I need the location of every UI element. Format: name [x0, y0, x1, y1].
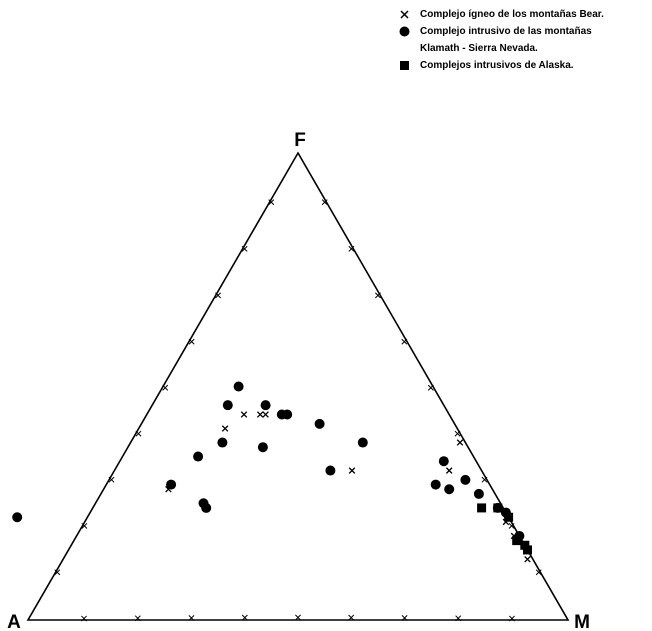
vertex-label-f: F [294, 130, 306, 151]
point-alaska-2 [504, 512, 514, 522]
data-points [12, 381, 532, 563]
legend-item-alaska: Complejos intrusivos de Alaska. [388, 57, 650, 74]
legend-label-klamath: Complejo intrusivo de las montañas Klama… [420, 26, 592, 54]
point-bear-3 [256, 411, 264, 418]
legend-label-alaska: Complejos intrusivos de Alaska. [420, 60, 574, 71]
tick-right-4 [401, 338, 408, 345]
tick-left-8 [241, 245, 248, 252]
tick-right-3 [374, 292, 381, 299]
square-marker-icon [388, 57, 420, 74]
tick-right-1 [321, 199, 328, 206]
tick-bottom-9 [509, 615, 515, 622]
point-klamath-7 [233, 381, 244, 392]
tick-bottom-5 [295, 614, 301, 621]
triangle-frame [26, 151, 570, 621]
tick-right-8 [508, 522, 515, 529]
tick-left-2 [81, 522, 88, 529]
point-klamath-0 [12, 512, 23, 523]
point-klamath-15 [438, 456, 449, 467]
tick-left-9 [268, 199, 275, 206]
point-bear-4 [262, 411, 269, 418]
legend: Complejo ígneo de los montañas Bear. Com… [388, 6, 650, 74]
point-bear-6 [456, 439, 464, 446]
legend-item-klamath: Complejo intrusivo de las montañas Klama… [388, 23, 650, 57]
point-klamath-12 [314, 418, 325, 429]
tick-left-7 [215, 292, 222, 299]
point-klamath-14 [357, 437, 368, 448]
legend-item-bear: Complejo ígneo de los montañas Bear. [388, 6, 650, 23]
point-alaska-0 [477, 503, 487, 513]
point-klamath-4 [193, 451, 204, 462]
point-klamath-1 [166, 479, 177, 490]
vertex-label-a: A [7, 612, 21, 631]
tick-marks [54, 199, 542, 622]
point-alaska-4 [520, 540, 530, 550]
point-klamath-10 [282, 409, 293, 420]
point-klamath-18 [444, 484, 455, 495]
point-bear-5 [348, 467, 356, 474]
tick-bottom-8 [455, 615, 462, 622]
tick-right-6 [454, 430, 461, 437]
tick-left-6 [188, 338, 195, 345]
tick-left-1 [54, 569, 61, 576]
point-klamath-13 [257, 442, 268, 453]
point-klamath-11 [325, 465, 336, 476]
point-klamath-17 [430, 479, 441, 490]
tick-right-5 [427, 384, 434, 391]
tick-left-3 [108, 476, 115, 483]
tick-bottom-2 [134, 615, 141, 622]
point-alaska-3 [512, 536, 522, 546]
triangle-outline [26, 151, 570, 621]
tick-bottom-1 [81, 615, 87, 622]
tick-bottom-7 [401, 614, 408, 621]
tick-right-7 [481, 476, 488, 483]
point-bear-1 [221, 425, 229, 432]
tick-left-4 [135, 430, 142, 437]
vertex-label-m: M [574, 612, 590, 631]
tick-right-2 [348, 245, 355, 252]
point-alaska-5 [523, 545, 532, 555]
circle-marker-icon [388, 23, 420, 40]
point-klamath-5 [217, 437, 228, 448]
point-alaska-1 [493, 503, 503, 513]
tick-right-9 [535, 569, 542, 576]
tick-bottom-3 [188, 614, 195, 621]
point-bear-7 [445, 467, 453, 474]
x-marker-icon [388, 6, 420, 23]
point-klamath-8 [260, 400, 271, 411]
point-klamath-19 [473, 488, 484, 499]
point-klamath-16 [460, 474, 471, 485]
tick-bottom-6 [348, 614, 355, 621]
tick-left-5 [162, 384, 169, 391]
legend-label-bear: Complejo ígneo de los montañas Bear. [420, 9, 604, 20]
point-klamath-3 [201, 502, 212, 513]
point-klamath-6 [222, 400, 233, 411]
point-bear-2 [240, 411, 248, 418]
point-bear-10 [524, 556, 531, 563]
tick-bottom-4 [241, 614, 248, 621]
